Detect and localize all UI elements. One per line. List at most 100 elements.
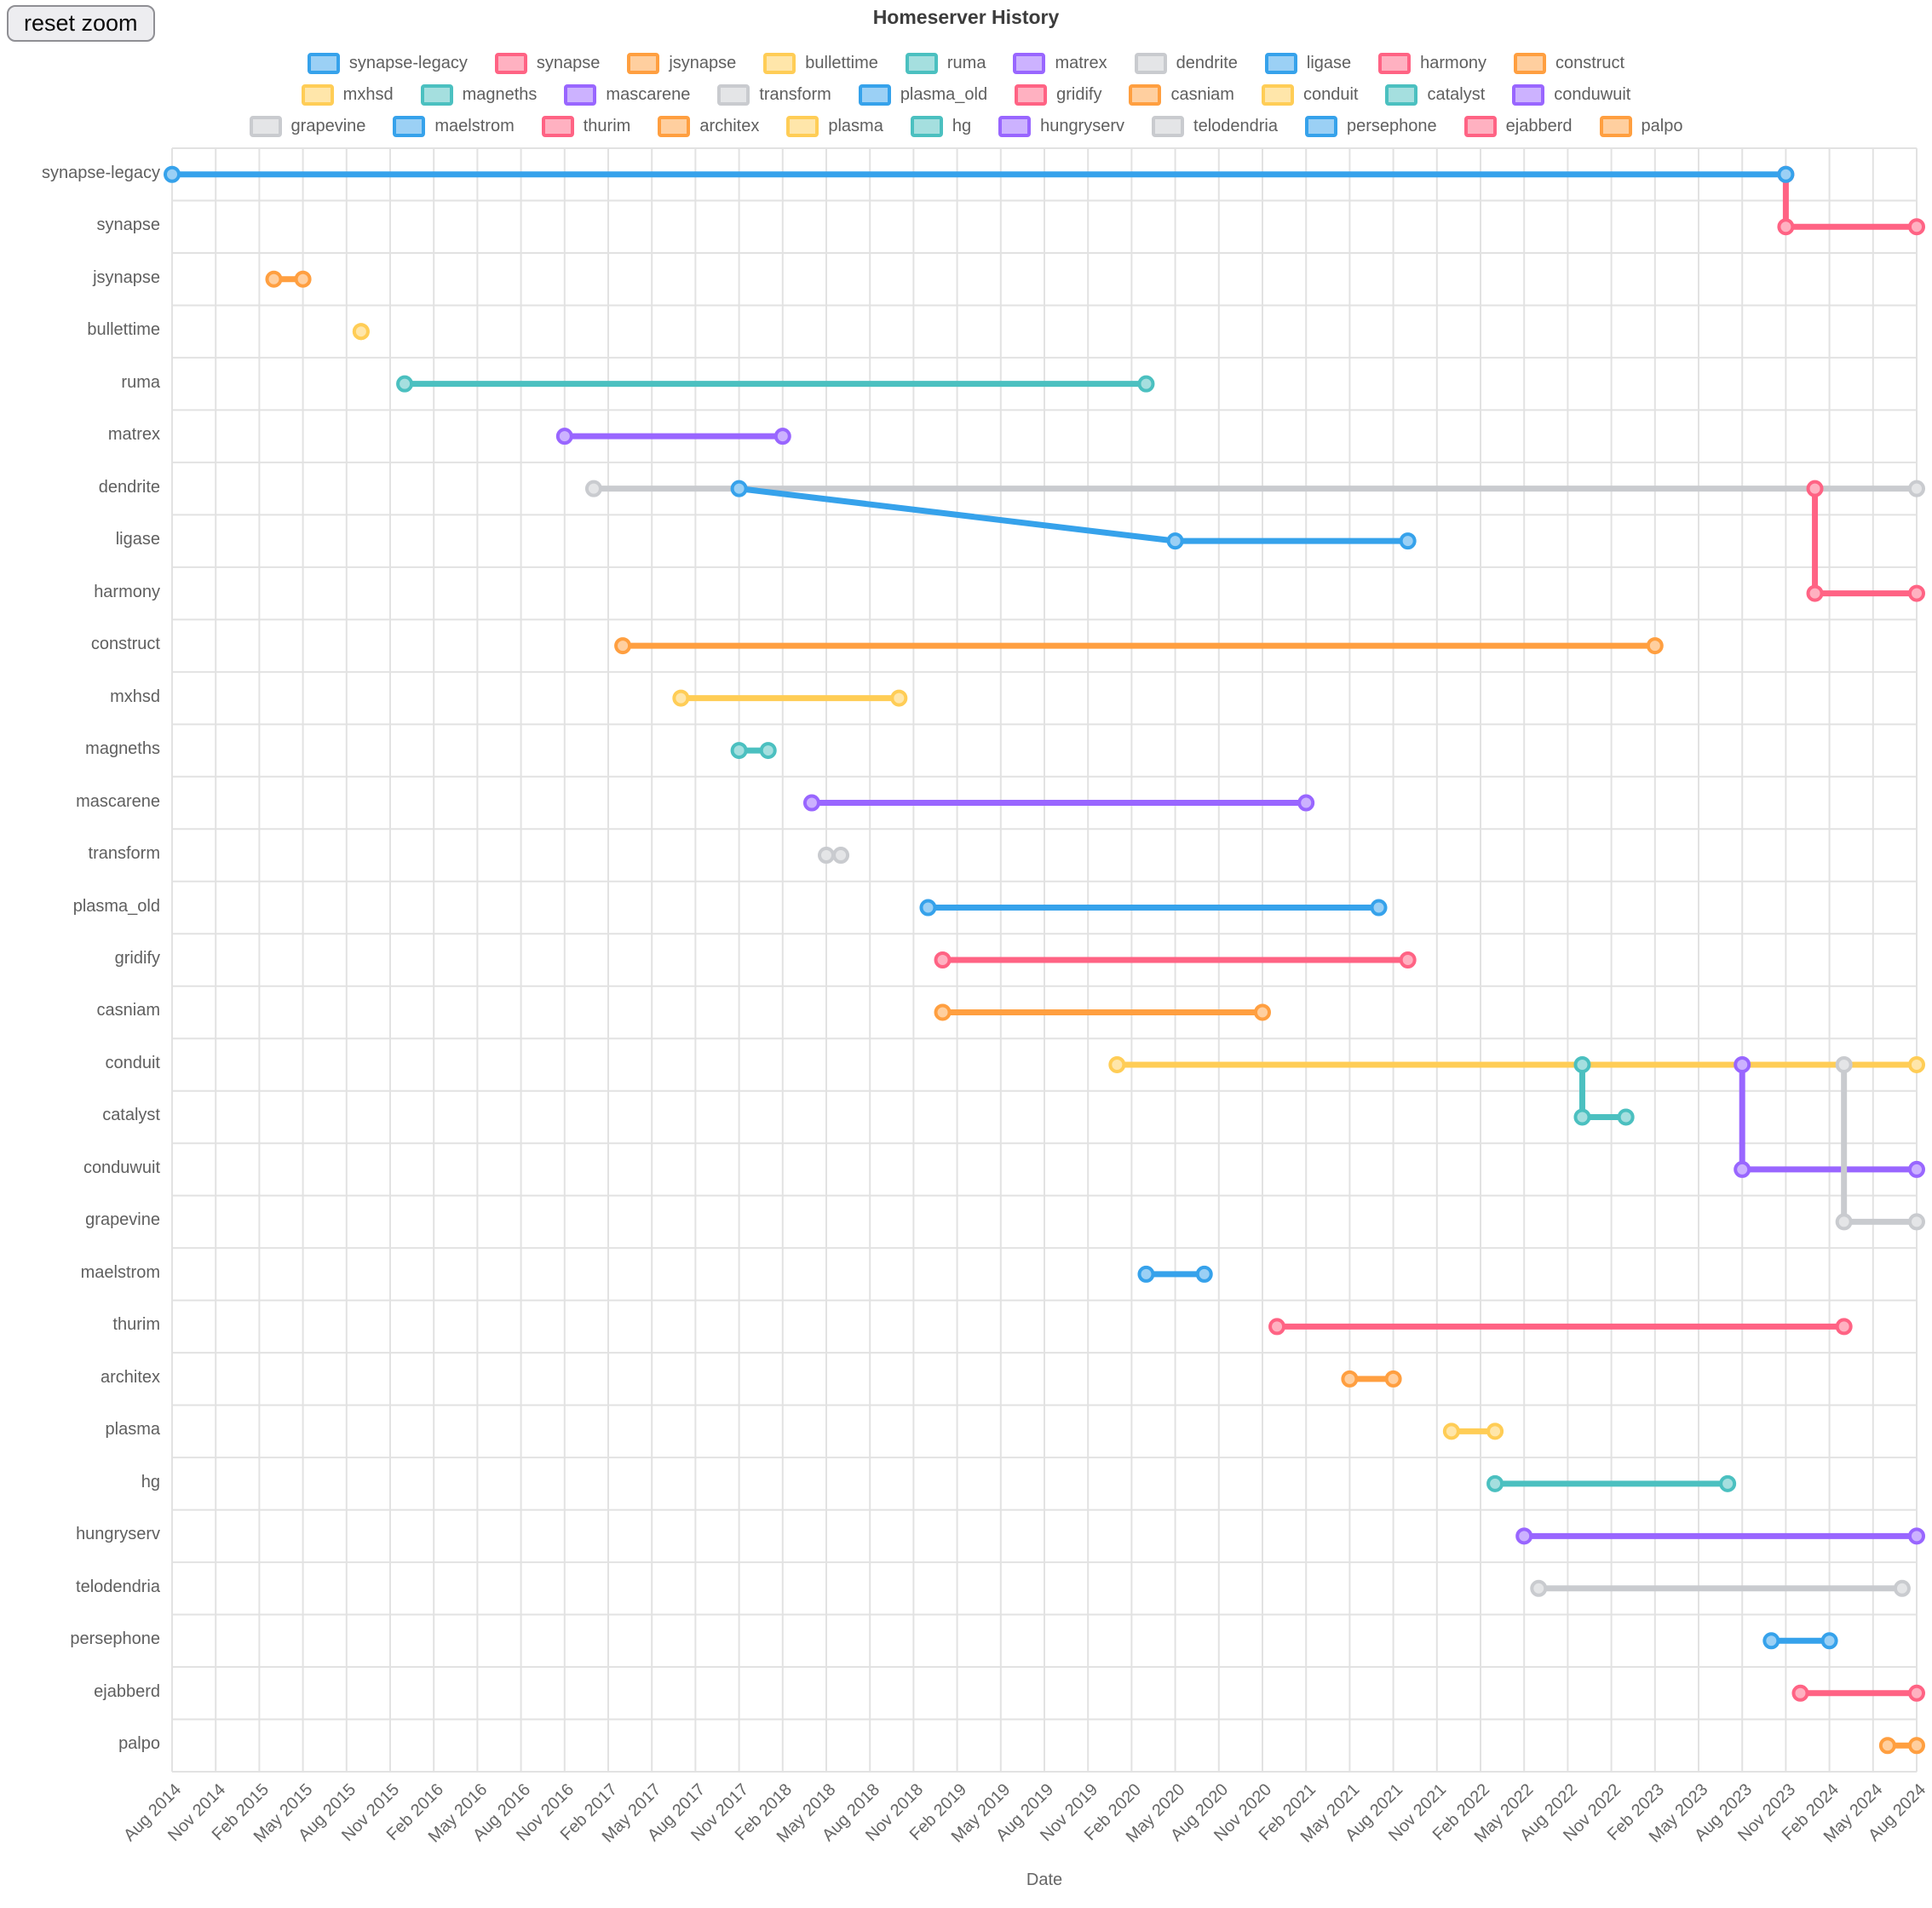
legend-swatch-icon (1264, 53, 1297, 74)
row-label-ruma: ruma (121, 372, 160, 392)
legend-item-plasma[interactable]: plasma (786, 116, 883, 137)
legend-item-hungryserv[interactable]: hungryserv (998, 116, 1124, 137)
row-label-harmony: harmony (94, 582, 160, 601)
row-label-magneths: magneths (85, 739, 160, 759)
chart-title: Homeserver History (872, 6, 1060, 28)
legend-swatch-icon (1261, 84, 1294, 106)
legend-swatch-icon (998, 116, 1032, 137)
legend-item-bullettime[interactable]: bullettime (763, 53, 878, 74)
legend-item-magneths[interactable]: magneths (420, 84, 538, 106)
legend-item-label: magneths (462, 85, 538, 104)
legend-item-label: grapevine (290, 117, 366, 135)
legend-item-construct[interactable]: construct (1513, 53, 1625, 74)
legend-item-jsynapse[interactable]: jsynapse (627, 53, 736, 74)
legend-item-label: plasma_old (900, 85, 988, 104)
row-label-conduit: conduit (105, 1053, 161, 1072)
row-label-catalyst: catalyst (102, 1106, 160, 1125)
legend-item-catalyst[interactable]: catalyst (1385, 84, 1485, 106)
legend-item-label: plasma (828, 117, 883, 135)
row-label-transform: transform (88, 844, 160, 864)
legend-item-synapse[interactable]: synapse (494, 53, 600, 74)
chart-canvas[interactable] (164, 147, 1925, 1773)
chart-legend: synapse-legacy synapse jsynapse bullettime r… (0, 53, 1932, 147)
row-label-hungryserv: hungryserv (76, 1525, 160, 1544)
legend-item-matrex[interactable]: matrex (1013, 53, 1107, 74)
legend-item-label: construct (1555, 54, 1625, 72)
legend-swatch-icon (786, 116, 819, 137)
legend-swatch-icon (1463, 116, 1497, 137)
row-label-plasma_old: plasma_old (72, 896, 160, 916)
row-label-ejabberd: ejabberd (94, 1681, 160, 1701)
legend-item-label: telodendria (1193, 117, 1278, 135)
row-label-plasma: plasma (105, 1420, 160, 1440)
row-label-mascarene: mascarene (76, 791, 160, 811)
legend-item-conduwuit[interactable]: conduwuit (1512, 84, 1630, 106)
legend-item-label: jsynapse (669, 54, 737, 72)
legend-swatch-icon (858, 84, 891, 106)
row-label-conduwuit: conduwuit (83, 1158, 160, 1177)
legend-swatch-icon (658, 116, 691, 137)
legend-swatch-icon (420, 84, 453, 106)
legend-item-label: synapse-legacy (348, 54, 468, 72)
row-label-grapevine: grapevine (85, 1210, 160, 1230)
legend-item-mxhsd[interactable]: mxhsd (301, 84, 394, 106)
row-label-hg: hg (141, 1472, 160, 1491)
legend-item-plasma_old[interactable]: plasma_old (858, 84, 988, 106)
legend-item-casniam[interactable]: casniam (1129, 84, 1234, 106)
legend-item-mascarene[interactable]: mascarene (564, 84, 690, 106)
legend-item-conduit[interactable]: conduit (1261, 84, 1358, 106)
row-label-construct: construct (90, 635, 160, 654)
legend-item-label: gridify (1056, 85, 1102, 104)
legend-item-label: mxhsd (342, 85, 394, 104)
data-points (164, 165, 1925, 1755)
legend-item-architex[interactable]: architex (658, 116, 759, 137)
legend-item-label: maelstrom (434, 117, 515, 135)
legend-item-thurim[interactable]: thurim (541, 116, 630, 137)
row-label-telodendria: telodendria (76, 1577, 160, 1596)
series-lines (169, 171, 1920, 1749)
legend-item-label: hg (952, 117, 972, 135)
legend-swatch-icon (1013, 53, 1046, 74)
legend-item-label: persephone (1347, 117, 1437, 135)
row-label-casniam: casniam (96, 1001, 160, 1020)
legend-swatch-icon (1134, 53, 1167, 74)
legend-item-label: dendrite (1176, 54, 1238, 72)
legend-item-dendrite[interactable]: dendrite (1134, 53, 1238, 74)
legend-item-ruma[interactable]: ruma (905, 53, 986, 74)
legend-item-harmony[interactable]: harmony (1378, 53, 1486, 74)
reset-zoom-button[interactable]: reset zoom (7, 5, 155, 42)
legend-swatch-icon (307, 53, 340, 74)
legend-item-palpo[interactable]: palpo (1599, 116, 1682, 137)
legend-item-label: hungryserv (1040, 117, 1125, 135)
row-label-architex: architex (100, 1367, 160, 1387)
legend-swatch-icon (1305, 116, 1337, 137)
legend-item-transform[interactable]: transform (717, 84, 831, 106)
legend-row: synapse-legacy synapse jsynapse bullettime r… (0, 53, 1932, 74)
legend-item-synapse-legacy[interactable]: synapse-legacy (307, 53, 468, 74)
legend-row: mxhsd magneths mascarene transform plasma_ol… (0, 84, 1932, 106)
legend-item-label: conduwuit (1554, 85, 1631, 104)
row-label-palpo: palpo (118, 1734, 160, 1754)
row-label-jsynapse: jsynapse (93, 267, 160, 287)
legend-item-label: ligase (1306, 54, 1352, 72)
row-label-gridify: gridify (114, 949, 160, 968)
legend-item-telodendria[interactable]: telodendria (1152, 116, 1278, 137)
legend-swatch-icon (627, 53, 660, 74)
legend-swatch-icon (905, 53, 938, 74)
legend-swatch-icon (1385, 84, 1418, 106)
legend-item-ligase[interactable]: ligase (1264, 53, 1352, 74)
row-label-dendrite: dendrite (98, 477, 160, 497)
legend-item-ejabberd[interactable]: ejabberd (1463, 116, 1573, 137)
row-label-thurim: thurim (112, 1315, 160, 1335)
legend-item-gridify[interactable]: gridify (1015, 84, 1101, 106)
legend-item-hg[interactable]: hg (910, 116, 972, 137)
legend-item-label: architex (699, 117, 760, 135)
legend-item-grapevine[interactable]: grapevine (249, 116, 366, 137)
row-label-synapse-legacy: synapse-legacy (42, 163, 160, 182)
legend-item-persephone[interactable]: persephone (1305, 116, 1437, 137)
legend-item-maelstrom[interactable]: maelstrom (393, 116, 515, 137)
legend-row: grapevine maelstrom thurim architex plasma hg… (0, 116, 1932, 137)
x-axis-title: Date (1026, 1871, 1063, 1889)
legend-item-label: catalyst (1427, 85, 1486, 104)
legend-item-label: matrex (1055, 54, 1107, 72)
